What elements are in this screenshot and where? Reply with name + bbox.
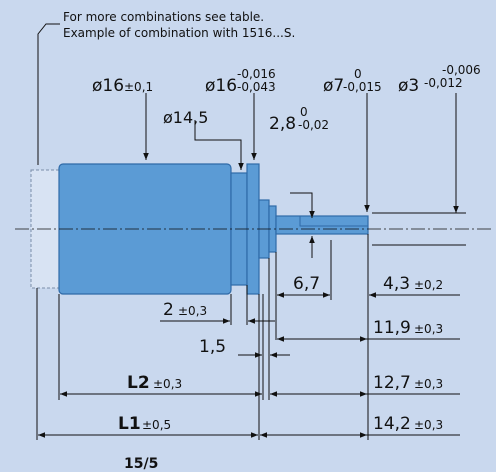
label-4-3-tol: ±0,2 xyxy=(414,278,443,292)
label-d7: ø7 xyxy=(323,76,344,96)
label-1-5: 1,5 xyxy=(199,337,226,357)
label-d3: ø3 xyxy=(398,76,419,96)
note-line-1: For more combinations see table. xyxy=(63,10,264,24)
label-2-8-tol-lower: -0,02 xyxy=(298,118,329,132)
dim-2-8-top-arrow xyxy=(290,192,315,218)
label-l1: L1 xyxy=(118,414,141,434)
label-2-8-tol-upper: 0 xyxy=(300,105,308,119)
label-d14-5: ø14,5 xyxy=(163,108,208,127)
label-d3-tol-upper: -0,006 xyxy=(442,63,481,77)
figure-caption: 15/5 xyxy=(124,456,158,472)
note-line-2: Example of combination with 1516...S. xyxy=(63,26,295,40)
label-4-3: 4,3 xyxy=(383,274,410,294)
label-d3-tol-lower: -0,012 xyxy=(424,76,463,90)
label-11-9: 11,9 xyxy=(373,318,411,338)
label-11-9-tol: ±0,3 xyxy=(414,322,443,336)
label-l2-tol: ±0,3 xyxy=(153,377,182,391)
shaft-flat xyxy=(299,216,368,227)
note-leader-line xyxy=(37,23,60,165)
label-d16b: ø16 xyxy=(205,76,237,96)
label-d7-tol-lower: -0,015 xyxy=(343,80,382,94)
label-6-7: 6,7 xyxy=(293,274,320,294)
label-14-2-tol: ±0,3 xyxy=(414,418,443,432)
label-12-7-tol: ±0,3 xyxy=(414,377,443,391)
label-2: 2 xyxy=(163,300,174,320)
motor-shaft xyxy=(275,215,369,235)
label-d16b-tol-lower: -0,043 xyxy=(237,80,276,94)
label-d16-tol: ±0,1 xyxy=(124,80,153,94)
label-d7-tol-upper: 0 xyxy=(354,67,362,81)
label-2-8: 2,8 xyxy=(269,114,296,134)
label-14-2: 14,2 xyxy=(373,414,411,434)
label-d16b-tol-upper: -0,016 xyxy=(237,67,276,81)
label-l2: L2 xyxy=(127,373,150,393)
dim-d14-5-leader xyxy=(194,120,244,170)
label-2-tol: ±0,3 xyxy=(178,304,207,318)
label-l1-tol: ±0,5 xyxy=(142,418,171,432)
label-d16: ø16 xyxy=(92,76,124,96)
label-12-7: 12,7 xyxy=(373,373,411,393)
